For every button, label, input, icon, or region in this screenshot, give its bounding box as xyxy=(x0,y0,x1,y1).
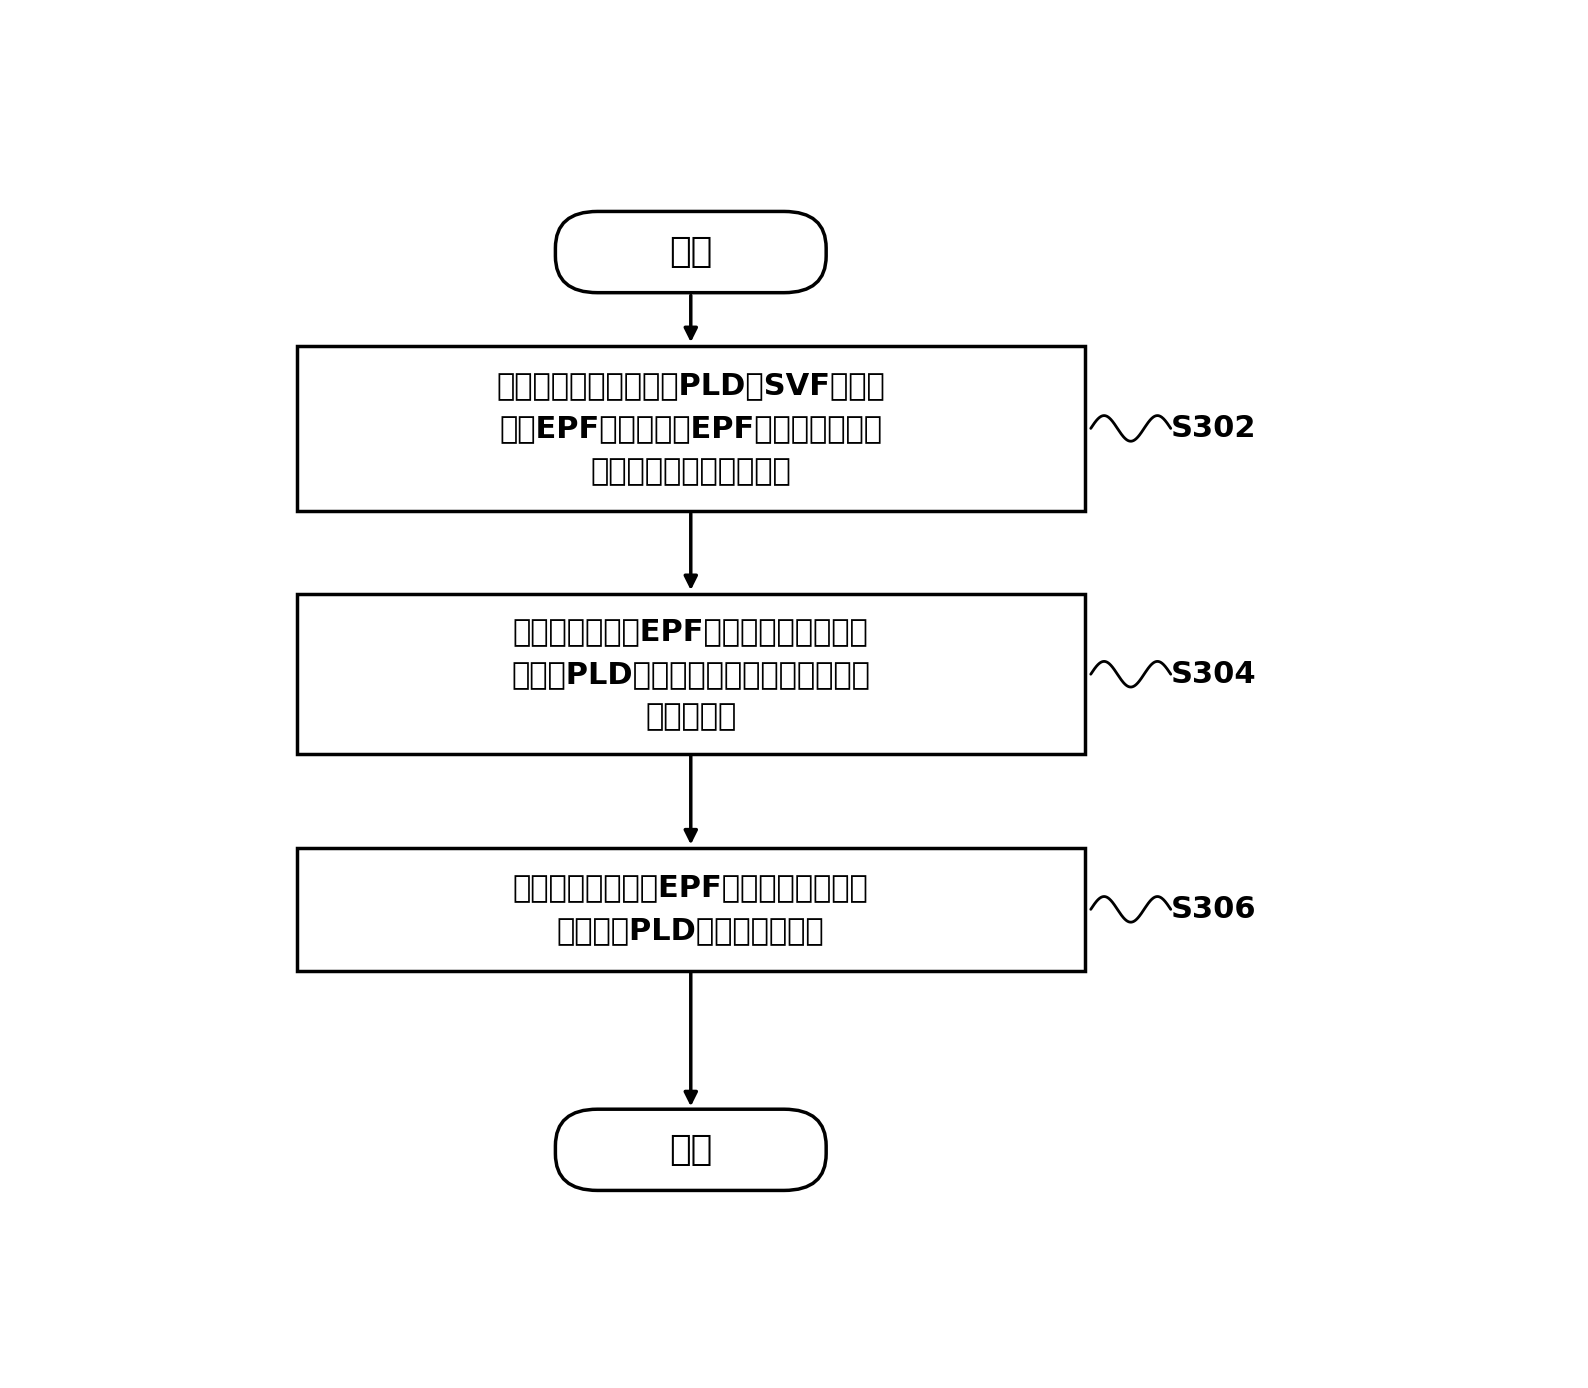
Text: 文件解释器校验EPF文件的有效性、是否
与目标PLD匹配、以及是否为最新的在系
统编程文件: 文件解释器校验EPF文件的有效性、是否 与目标PLD匹配、以及是否为最新的在系 … xyxy=(511,616,870,731)
Text: S302: S302 xyxy=(1170,414,1256,443)
FancyBboxPatch shape xyxy=(556,211,826,293)
FancyBboxPatch shape xyxy=(297,346,1085,511)
FancyBboxPatch shape xyxy=(556,1109,826,1191)
Text: 开始: 开始 xyxy=(669,235,713,269)
FancyBboxPatch shape xyxy=(297,848,1085,970)
Text: S306: S306 xyxy=(1170,895,1256,924)
Text: 文件解释器通过对EPF文件进行相应处理
来对目标PLD进行在系统编程: 文件解释器通过对EPF文件进行相应处理 来对目标PLD进行在系统编程 xyxy=(513,873,869,945)
Text: S304: S304 xyxy=(1170,659,1256,688)
Text: 文件格式转换器将目标PLD的SVF文件转
换成EPF文件，并将EPF文件作为在系统
编程文件加以保存和传递: 文件格式转换器将目标PLD的SVF文件转 换成EPF文件，并将EPF文件作为在系… xyxy=(497,371,885,486)
FancyBboxPatch shape xyxy=(297,594,1085,755)
Text: 结束: 结束 xyxy=(669,1133,713,1167)
